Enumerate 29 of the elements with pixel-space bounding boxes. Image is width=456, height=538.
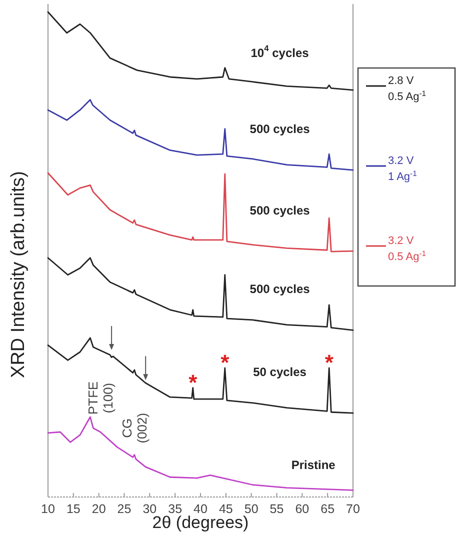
x-tick-label: 60 [295,502,310,516]
x-tick-label: 45 [218,502,233,516]
annotation: 10$^{4}$ cycles [250,43,310,60]
annotation: CG (002) [120,412,150,444]
x-axis-title: 2θ (degrees) [152,513,249,532]
legend-label: 2.8 V 0.5 Ag$^{-1}$ [388,75,426,103]
y-axis-title: XRD Intensity (arb.units) [8,171,29,378]
x-tick-label: 20 [92,502,106,516]
annotation: * [220,350,230,375]
annotation: * [188,370,198,395]
legend-label: 3.2 V 1 Ag$^{-1}$ [388,155,417,183]
annotation: 50 cycles [253,365,307,380]
annotation: 500 cycles [250,282,310,296]
x-tick-label: 30 [142,502,157,516]
x-tick-label: 10 [41,502,55,516]
legend-label: 3.2 V 0.5 Ag$^{-1}$ [388,235,426,263]
annotation: 500 cycles [250,204,310,218]
x-tick-label: 70 [346,502,360,516]
x-tick-label: 15 [66,502,80,516]
annotation: Pristine [291,458,336,472]
annotation: * [324,350,334,375]
x-tick-label: 55 [270,502,284,516]
annotation: 500 cycles [250,122,310,136]
annotation: PTFE (100) [86,381,116,415]
x-tick-label: 40 [194,502,208,516]
x-tick-label: 25 [117,502,132,516]
x-tick-label: 65 [320,502,335,516]
x-tick-label: 50 [244,502,258,516]
x-tick-label: 35 [168,502,182,516]
